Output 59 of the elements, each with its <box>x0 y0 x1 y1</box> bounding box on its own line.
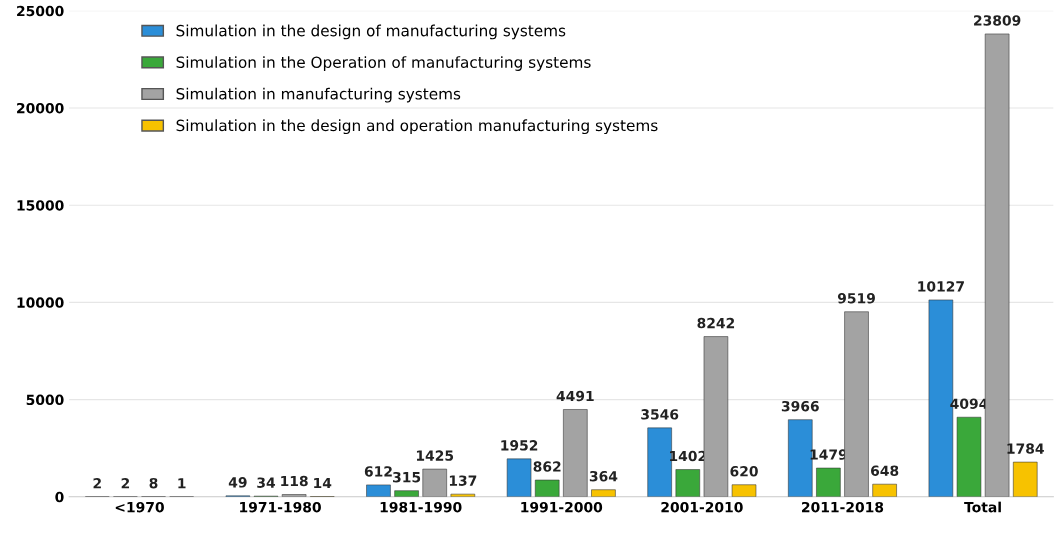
data-label: 14 <box>314 477 332 489</box>
data-label: 315 <box>393 471 421 483</box>
x-tick-label: Total <box>964 501 1001 513</box>
x-tick-label: 2011-2018 <box>802 501 884 513</box>
bar <box>844 311 869 497</box>
data-label: 118 <box>281 475 308 487</box>
data-label: 620 <box>730 466 758 477</box>
data-label: 8242 <box>697 317 735 329</box>
bar <box>366 484 391 497</box>
bar <box>872 483 897 497</box>
legend-label: Simulation in the Operation of manufacturing systems <box>176 56 591 71</box>
data-label: 137 <box>449 475 477 486</box>
data-label: 4491 <box>556 390 594 402</box>
x-tick-label: 2001-2010 <box>661 501 743 513</box>
data-label: 3546 <box>641 409 679 420</box>
legend-label: Simulation in the design of manufacturing systems <box>176 24 566 40</box>
bar <box>591 489 616 497</box>
bar <box>1013 461 1038 497</box>
bar <box>647 427 672 497</box>
data-label: 2 <box>93 478 101 489</box>
bar <box>450 493 476 497</box>
bar <box>506 458 532 497</box>
y-tick-label: 0 <box>55 491 64 503</box>
data-label: 8 <box>149 477 158 489</box>
y-tick-label: 20000 <box>17 102 64 114</box>
data-label: 49 <box>228 477 247 488</box>
y-tick-label: 10000 <box>17 297 64 308</box>
data-label: 23809 <box>974 15 1021 26</box>
legend-label: Simulation in the design and operation manufacturing systems <box>176 119 658 135</box>
y-tick-label: 15000 <box>17 200 64 211</box>
bar <box>394 490 419 497</box>
data-label: 2 <box>121 478 130 489</box>
data-label: 34 <box>257 477 276 488</box>
bar <box>816 467 841 497</box>
bar <box>956 416 982 497</box>
y-tick-label: 5000 <box>26 394 64 406</box>
bar <box>563 409 588 497</box>
data-label: 10127 <box>918 281 964 292</box>
data-label: 9519 <box>837 293 875 304</box>
bar <box>534 479 560 497</box>
data-label: 612 <box>364 466 392 477</box>
bar <box>731 484 757 497</box>
x-tick-label: <1970 <box>115 501 164 513</box>
data-label: 648 <box>871 465 899 476</box>
x-tick-label: 1991-2000 <box>521 501 603 513</box>
data-label: 1425 <box>416 450 454 461</box>
data-label: 1 <box>178 478 186 489</box>
bar <box>703 336 729 497</box>
legend-label: Simulation in manufacturing systems <box>176 87 461 103</box>
data-label: 3966 <box>781 400 819 412</box>
bar <box>675 469 701 497</box>
data-label: 364 <box>589 470 618 482</box>
bar <box>422 468 447 497</box>
data-label: 1952 <box>501 440 538 451</box>
data-label: 1784 <box>1007 443 1044 454</box>
x-tick-label: 1971-1980 <box>240 501 321 513</box>
data-label: 862 <box>533 461 561 472</box>
x-tick-label: 1981-1990 <box>380 501 462 513</box>
y-tick-label: 25000 <box>17 5 64 17</box>
